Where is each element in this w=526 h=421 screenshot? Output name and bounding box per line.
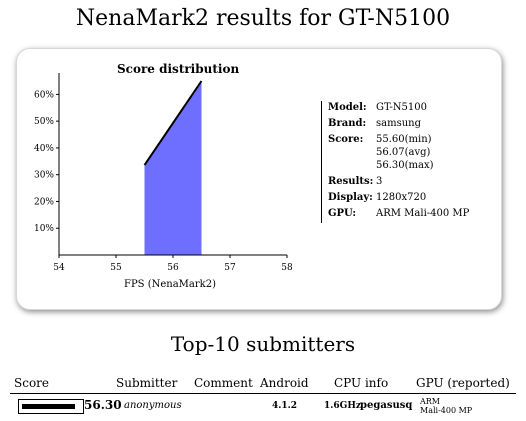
row-score: 56.30 [84, 398, 122, 412]
spec-value-score: 55.60(min) 56.07(avg) 56.30(max) [376, 134, 434, 171]
spec-row-score: Score: 55.60(min) 56.07(avg) 56.30(max) [328, 133, 476, 172]
column-header-cpu-info: CPU info [334, 376, 389, 390]
spec-key-model: Model: [328, 102, 367, 113]
spec-key-results: Results: [328, 176, 374, 187]
table-row: 56.30 anonymous 4.1.2 1.6GHz pegasusq AR… [10, 396, 516, 420]
score-distribution-chart: 10% 20% 30% 40% 50% 60% 54 55 56 57 58 [34, 73, 293, 273]
y-tick-label: 50% [34, 117, 54, 127]
row-gpu-vendor: ARM [420, 397, 440, 406]
spec-key-gpu: GPU: [328, 208, 357, 219]
spec-row-brand: Brand: samsung [328, 117, 476, 130]
column-header-android: Android [260, 376, 309, 390]
y-tick-label: 40% [34, 144, 54, 154]
distribution-line [143, 80, 203, 166]
device-specs: Model: GT-N5100 Brand: samsung Score: 55… [321, 101, 476, 223]
spec-value-brand: samsung [376, 118, 421, 129]
chart-title: Score distribution [117, 62, 240, 76]
spec-row-display: Display: 1280x720 [328, 191, 476, 204]
spec-row-model: Model: GT-N5100 [328, 101, 476, 114]
row-gpu-model: Mali-400 MP [420, 406, 473, 415]
spec-value-display: 1280x720 [376, 192, 427, 203]
x-tick-label: 56 [167, 263, 179, 273]
column-header-submitter: Submitter [116, 376, 178, 390]
distribution-area [144, 81, 202, 255]
y-tick-label: 60% [34, 90, 54, 100]
score-bar-fill [22, 404, 75, 409]
row-cpu-name: pegasusq [360, 400, 413, 411]
score-bar [18, 399, 84, 414]
row-gpu: ARM Mali-400 MP [420, 397, 472, 415]
x-tick-label: 57 [224, 263, 236, 273]
x-axis-label: FPS (NenaMark2) [124, 279, 216, 290]
spec-key-display: Display: [328, 192, 373, 203]
spec-value-model: GT-N5100 [376, 102, 427, 113]
row-cpu-speed: 1.6GHz [324, 401, 361, 411]
spec-key-brand: Brand: [328, 118, 367, 129]
submitters-table-header: Score Submitter Comment Android CPU info… [10, 376, 516, 394]
y-tick-label: 20% [34, 197, 54, 207]
results-card: Score distribution 10% 20% 30% 40% 50% 60% 54 5… [16, 48, 502, 310]
x-tick-label: 55 [110, 263, 122, 273]
y-tick-label: 30% [34, 171, 54, 181]
column-header-gpu: GPU (reported) [416, 376, 510, 390]
spec-row-gpu: GPU: ARM Mali-400 MP [328, 207, 476, 220]
column-header-comment: Comment [194, 376, 253, 390]
row-submitter: anonymous [124, 400, 182, 411]
spec-value-gpu: ARM Mali-400 MP [376, 208, 470, 219]
spec-key-score: Score: [328, 134, 364, 145]
spec-row-results: Results: 3 [328, 175, 476, 188]
column-header-score: Score [14, 376, 50, 390]
spec-value-results: 3 [376, 176, 383, 187]
submitters-title: Top-10 submitters [170, 332, 356, 356]
y-tick-label: 10% [34, 224, 54, 234]
page-title: NenaMark2 results for GT-N5100 [75, 6, 451, 31]
row-android-version: 4.1.2 [272, 401, 298, 411]
x-tick-label: 54 [53, 263, 65, 273]
x-tick-label: 58 [281, 263, 293, 273]
